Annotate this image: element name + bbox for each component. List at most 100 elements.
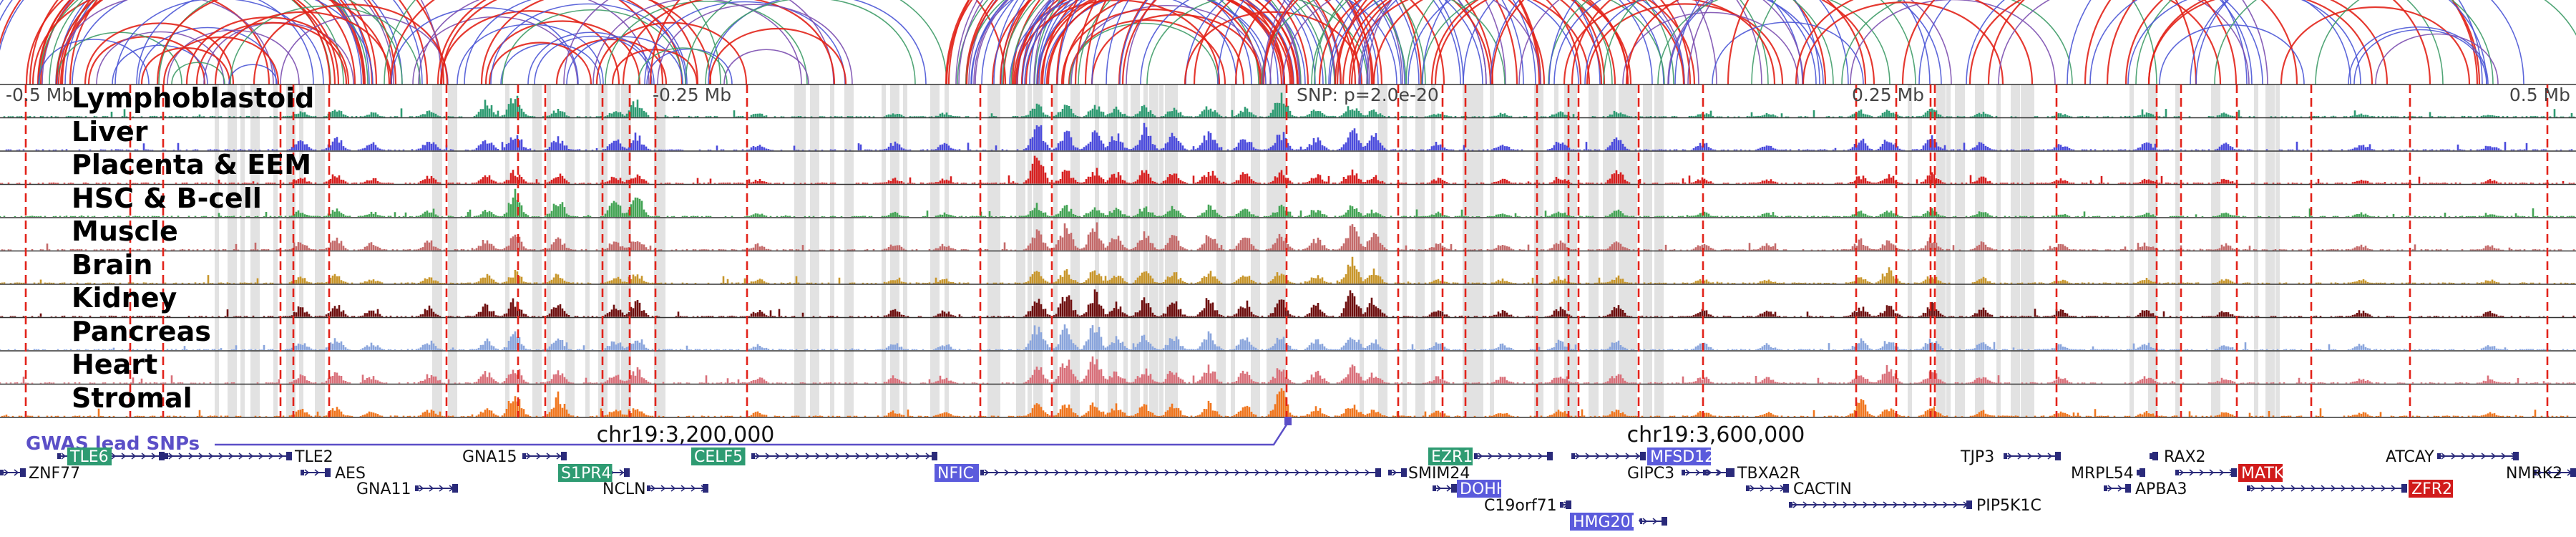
loop-arc — [1625, 0, 1875, 85]
gene-label: NFIC — [937, 465, 974, 483]
loop-arc — [280, 14, 449, 85]
gene-tbxa2r: TBXA2R — [1703, 465, 1800, 483]
gene-label: S1PR4 — [561, 465, 612, 483]
gene-apba3: APBA3 — [2104, 480, 2187, 498]
loop-arc — [622, 0, 836, 85]
gene-label: APBA3 — [2135, 480, 2187, 498]
loop-arc — [965, 0, 1337, 85]
signal-track — [1, 222, 2575, 251]
loop-arc — [1372, 0, 1632, 85]
loop-arc — [1966, 0, 2263, 85]
gene-rax2: RAX2 — [2150, 448, 2206, 466]
loop-arc — [156, 0, 391, 85]
loop-arc — [167, 29, 300, 85]
loop-arc — [981, 0, 1316, 85]
signal-track — [3, 92, 2575, 117]
loop-arc — [1185, 0, 1483, 85]
loop-arc — [114, 0, 324, 85]
loop-arc — [1062, 0, 1292, 85]
gene-matk: MATK — [2175, 464, 2285, 483]
loop-arc — [657, 4, 853, 85]
loop-arc — [439, 10, 620, 85]
loop-arc — [480, 0, 712, 85]
loop-arc — [2280, 6, 2471, 85]
gene-label: MRPL54 — [2071, 465, 2134, 483]
gene-label: TLE2 — [294, 448, 333, 466]
loop-arc — [2124, 0, 2431, 85]
loop-arc — [55, 0, 274, 85]
gene-label: GNA15 — [462, 448, 517, 466]
loop-arc — [36, 0, 366, 85]
loop-arc — [1430, 0, 1696, 85]
chrom-label-3200000: chr19:3,200,000 — [597, 422, 775, 448]
loop-arc — [0, 0, 362, 85]
loop-arc — [1366, 0, 1762, 85]
axis-label-plus-05: 0.5 Mb — [2509, 84, 2570, 105]
loop-arc — [0, 0, 370, 85]
loop-arc — [72, 0, 314, 85]
loop-arc — [1057, 0, 1464, 85]
loop-arc — [84, 22, 235, 85]
snp-pvalue-label: SNP: p=2.0e-20 — [1297, 84, 1439, 105]
loop-arc — [1234, 0, 1546, 85]
gene-label: C19orf71 — [1484, 497, 1557, 515]
loop-arc — [1282, 0, 1541, 85]
loop-arc — [708, 0, 927, 85]
loop-arc — [723, 49, 809, 85]
gene-label: MATK — [2241, 465, 2285, 483]
loop-arc — [708, 27, 847, 85]
loop-arc — [1407, 0, 1685, 85]
gene-label: TJP3 — [1960, 448, 1994, 466]
loop-arc — [2195, 0, 2524, 85]
loop-arc — [1841, 0, 2073, 85]
loop-arc — [2214, 0, 2494, 85]
track-separators — [0, 84, 2576, 418]
gene-hmg20b: HMG20B — [1570, 513, 1668, 531]
loop-arc — [1518, 0, 1804, 85]
loop-arc — [1405, 0, 1769, 85]
loop-arc — [2348, 26, 2489, 85]
loop-arc — [1491, 0, 1827, 85]
signal-track — [0, 155, 2575, 184]
loop-arc — [488, 42, 592, 85]
loop-arc — [1044, 0, 1272, 85]
loop-arc — [1036, 0, 1294, 85]
loop-arc — [1121, 0, 1445, 85]
loop-arc — [1342, 0, 1616, 85]
track-label-brain: Brain — [72, 249, 152, 281]
loop-arc — [1118, 0, 1494, 85]
gene-dohh: DOHH — [1433, 480, 1508, 498]
axis-label-minus-025: -0.25 Mb — [653, 84, 731, 105]
loop-arc — [1193, 0, 1492, 85]
gene-ezr1: EZR1 — [1428, 448, 1553, 466]
loop-arc — [1668, 0, 1942, 85]
track-label-stromal: Stromal — [72, 382, 192, 414]
gene-label: CELF5 — [694, 448, 743, 466]
gene-label: TBXA2R — [1737, 465, 1800, 483]
loop-arc — [1553, 0, 1817, 85]
gene-label: NMRK2 — [2506, 465, 2562, 483]
loop-arc — [1184, 11, 1363, 85]
loop-arc — [140, 47, 231, 85]
track-label-hsc: HSC & B-cell — [72, 183, 262, 214]
track-label-muscle: Muscle — [72, 216, 178, 247]
loop-arc — [1571, 0, 1867, 85]
loop-arc — [2147, 0, 2389, 85]
loop-arc — [1421, 0, 1665, 85]
loop-arc — [230, 5, 421, 85]
loop-arc — [136, 0, 374, 85]
gene-tle2: TLE2 — [165, 448, 333, 466]
loop-arc — [384, 0, 721, 85]
gene-label: HMG20B — [1573, 513, 1641, 531]
signal-track — [0, 324, 2575, 350]
loop-arc — [490, 3, 686, 85]
gene-label: AES — [335, 465, 366, 483]
loop-arc — [1328, 0, 1653, 85]
loop-arc — [391, 6, 579, 85]
loop-arc — [171, 62, 225, 85]
axis-label-minus-05: -0.5 Mb — [6, 84, 73, 105]
loop-arc — [2315, 0, 2576, 85]
loop-arc — [1751, 0, 2157, 85]
gwas-row: GWAS lead SNPs chr19:3,200,000 chr19:3,6… — [26, 417, 1805, 455]
